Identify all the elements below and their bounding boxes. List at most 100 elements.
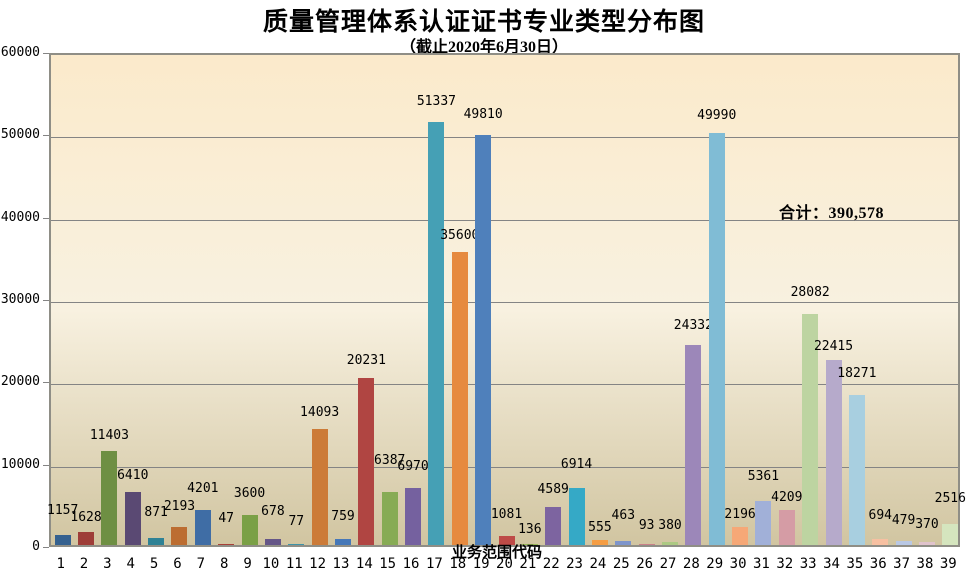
y-tick-label: 50000 bbox=[0, 127, 40, 143]
bar-value-label: 2516 bbox=[934, 491, 966, 507]
x-tick-label: 20 bbox=[496, 556, 513, 572]
x-tick-label: 2 bbox=[79, 556, 89, 572]
x-tick-label: 13 bbox=[332, 556, 350, 572]
bar-26 bbox=[638, 543, 655, 545]
x-tick-label: 35 bbox=[846, 556, 864, 572]
y-tick-label: 20000 bbox=[0, 374, 40, 390]
x-tick-label: 38 bbox=[916, 556, 934, 572]
bar-value-label: 18271 bbox=[837, 365, 877, 381]
x-tick-label: 19 bbox=[472, 556, 490, 572]
gridline bbox=[51, 302, 958, 303]
bar-30 bbox=[732, 526, 749, 545]
bar-value-label: 678 bbox=[261, 504, 285, 520]
x-tick-label: 26 bbox=[636, 556, 654, 572]
x-tick-label: 28 bbox=[682, 556, 700, 572]
bar-value-label: 6387 bbox=[374, 453, 406, 469]
bar-38 bbox=[918, 541, 935, 545]
x-tick-label: 31 bbox=[753, 556, 770, 572]
x-tick-label: 8 bbox=[219, 556, 229, 572]
bar-23 bbox=[568, 488, 585, 545]
bar-value-label: 694 bbox=[868, 508, 892, 524]
y-tick-mark bbox=[43, 547, 49, 548]
bar-28 bbox=[685, 344, 702, 545]
bar-value-label: 35600 bbox=[440, 227, 480, 243]
bar-17 bbox=[428, 122, 445, 545]
bar-36 bbox=[872, 539, 889, 545]
bar-value-label: 6970 bbox=[397, 458, 429, 474]
bar-10 bbox=[264, 539, 281, 545]
bar-value-label: 22415 bbox=[813, 339, 854, 355]
bar-value-label: 93 bbox=[638, 517, 655, 533]
bar-39 bbox=[942, 524, 959, 545]
bar-22 bbox=[545, 507, 562, 545]
bar-value-label: 47 bbox=[218, 510, 235, 526]
x-tick-label: 16 bbox=[402, 556, 420, 572]
x-tick-label: 12 bbox=[309, 556, 327, 572]
bar-15 bbox=[381, 492, 398, 545]
bar-1 bbox=[54, 535, 71, 545]
bar-value-label: 2193 bbox=[163, 498, 196, 514]
bar-18 bbox=[451, 251, 468, 545]
bar-value-label: 1628 bbox=[70, 509, 102, 525]
bar-11 bbox=[288, 543, 305, 545]
y-tick-label: 30000 bbox=[0, 292, 40, 307]
bar-value-label: 49810 bbox=[463, 106, 503, 122]
y-tick-mark bbox=[43, 382, 49, 384]
x-tick-label: 11 bbox=[285, 556, 303, 572]
x-tick-label: 6 bbox=[173, 556, 182, 572]
y-tick-label: 0 bbox=[32, 539, 40, 554]
bar-16 bbox=[405, 487, 422, 545]
x-tick-label: 18 bbox=[449, 556, 467, 572]
y-tick-mark bbox=[43, 217, 49, 219]
bar-4 bbox=[124, 492, 141, 545]
x-tick-label: 4 bbox=[126, 556, 135, 572]
x-axis-title: 业务范围代码 bbox=[452, 544, 543, 561]
x-tick-label: 37 bbox=[893, 556, 911, 572]
x-tick-label: 32 bbox=[776, 556, 794, 572]
bar-value-label: 4589 bbox=[537, 482, 569, 498]
total-annotation: 合计：390,578 bbox=[779, 205, 885, 222]
x-tick-label: 3 bbox=[103, 556, 112, 572]
bar-7 bbox=[194, 510, 211, 545]
bar-27 bbox=[662, 541, 678, 545]
plot-area: 1157 1628 11403 6410 871 2193 4201 47 3600 678 77 1… bbox=[47, 53, 966, 547]
chart-title: 质量管理体系认证证书专业类型分布图 bbox=[262, 9, 705, 36]
bar-2 bbox=[78, 531, 95, 545]
x-tick-label: 23 bbox=[566, 556, 583, 572]
bar-value-label: 14093 bbox=[300, 404, 340, 420]
bar-value-label: 555 bbox=[588, 520, 612, 536]
x-tick-label: 25 bbox=[612, 556, 630, 572]
bar-9 bbox=[241, 515, 258, 545]
bar-value-label: 1081 bbox=[490, 507, 523, 523]
x-tick-label: 34 bbox=[823, 556, 840, 572]
bar-20 bbox=[498, 536, 515, 545]
bar-value-label: 51337 bbox=[416, 94, 456, 110]
bar-value-label: 11403 bbox=[89, 428, 129, 444]
bar-3 bbox=[101, 451, 118, 545]
bar-value-label: 3600 bbox=[233, 486, 266, 502]
bar-value-label: 370 bbox=[915, 516, 939, 532]
bar-value-label: 380 bbox=[658, 517, 682, 533]
bar-value-label: 4209 bbox=[771, 490, 803, 506]
y-tick-label: 60000 bbox=[0, 45, 40, 60]
bar-12 bbox=[311, 428, 328, 545]
bar-value-label: 77 bbox=[288, 513, 305, 529]
x-tick-label: 7 bbox=[196, 556, 206, 572]
x-tick-label: 22 bbox=[542, 556, 560, 572]
bar-value-label: 49990 bbox=[697, 108, 737, 124]
bar-value-label: 463 bbox=[611, 508, 636, 524]
x-tick-label: 39 bbox=[939, 556, 957, 572]
x-tick-label: 30 bbox=[729, 556, 747, 572]
bar-19 bbox=[475, 134, 492, 545]
x-tick-label: 24 bbox=[589, 556, 607, 572]
bar-31 bbox=[755, 500, 772, 545]
x-tick-label: 15 bbox=[379, 556, 397, 572]
x-tick-label: 33 bbox=[799, 556, 817, 572]
y-tick-mark bbox=[43, 300, 49, 301]
y-tick-mark bbox=[43, 135, 49, 137]
y-tick-label: 40000 bbox=[0, 209, 40, 225]
bar-35 bbox=[848, 394, 865, 545]
gridline bbox=[51, 384, 958, 386]
bar-13 bbox=[334, 538, 351, 545]
